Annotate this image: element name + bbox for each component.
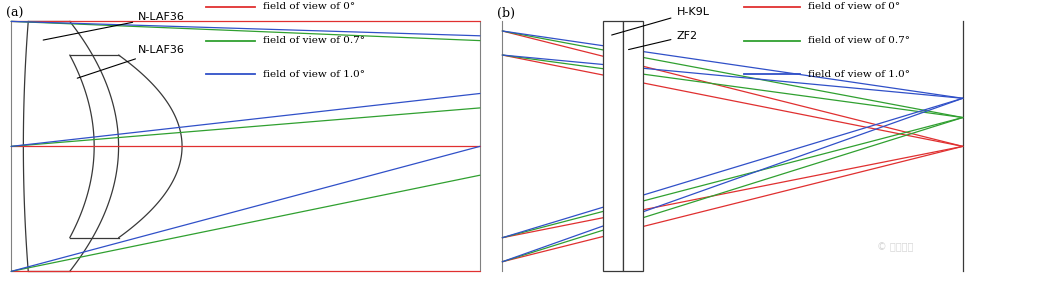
Text: field of view of 0.7°: field of view of 0.7° bbox=[808, 36, 911, 45]
Bar bbox=[603, 21, 623, 271]
Text: field of view of 0°: field of view of 0° bbox=[262, 2, 355, 11]
Text: N-LAF36: N-LAF36 bbox=[77, 45, 186, 78]
Text: (a): (a) bbox=[6, 7, 23, 20]
Text: (b): (b) bbox=[496, 7, 514, 20]
Text: field of view of 0.7°: field of view of 0.7° bbox=[262, 36, 365, 45]
Text: field of view of 1.0°: field of view of 1.0° bbox=[262, 70, 365, 79]
Text: ZF2: ZF2 bbox=[628, 31, 698, 50]
Text: field of view of 0°: field of view of 0° bbox=[808, 2, 900, 11]
Text: H-K9L: H-K9L bbox=[611, 7, 709, 35]
Bar bbox=[623, 21, 643, 271]
Text: N-LAF36: N-LAF36 bbox=[43, 12, 186, 40]
Text: field of view of 1.0°: field of view of 1.0° bbox=[808, 70, 911, 79]
Text: © 光行天下: © 光行天下 bbox=[877, 242, 914, 252]
